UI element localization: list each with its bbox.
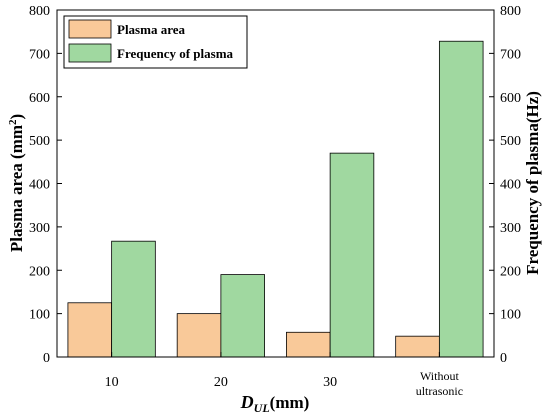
- y-right-tick-label-8: 800: [500, 4, 521, 19]
- y-left-tick-label-6: 600: [29, 91, 50, 106]
- y-right-tick-label-0: 0: [500, 351, 507, 366]
- y-right-tick-label-4: 400: [500, 178, 521, 193]
- y-right-tick-label-1: 100: [500, 308, 521, 323]
- y-left-tick-label-3: 300: [29, 221, 50, 236]
- y-axis-left-title: Plasma area (mm2): [7, 114, 26, 252]
- y-axis-left-title-close: ): [7, 114, 26, 120]
- bar-frequency-1: [220, 274, 265, 358]
- y-left-tick-label-1: 100: [29, 308, 50, 323]
- bar-frequency-3: [438, 40, 484, 358]
- x-tick-label-3-line-0: Without: [420, 369, 460, 383]
- y-axis-left-title-superscript: 2: [7, 119, 19, 125]
- y-left-tick-label-7: 700: [29, 47, 50, 62]
- x-axis-title: DUL(mm): [240, 392, 310, 415]
- y-left-tick-label-2: 200: [29, 264, 50, 279]
- y-left-tick-label-8: 800: [29, 4, 50, 19]
- legend-label-frequency: Frequency of plasma: [117, 46, 234, 61]
- bar-plasma-area-3: [395, 335, 440, 358]
- bar-frequency-0: [111, 240, 156, 358]
- x-tick-label-3-line-1: ultrasonic: [416, 384, 463, 398]
- legend: Plasma area Frequency of plasma: [63, 15, 248, 69]
- x-axis-title-symbol: D: [240, 392, 254, 412]
- y-right-tick-label-5: 500: [500, 134, 521, 149]
- y-axis-right-title: Frequency of plasma(Hz): [523, 91, 542, 275]
- y-right-tick-label-3: 300: [500, 221, 521, 236]
- bar-frequency-2: [329, 152, 375, 358]
- bar-plasma-area-0: [67, 302, 113, 358]
- legend-swatch-frequency: [68, 43, 112, 63]
- y-right-tick-label-2: 200: [500, 264, 521, 279]
- legend-label-plasma-area: Plasma area: [117, 22, 185, 37]
- y-right-tick-label-7: 700: [500, 47, 521, 62]
- y-left-tick-label-0: 0: [43, 351, 50, 366]
- legend-swatch-plasma-area: [68, 19, 112, 39]
- y-left-tick-label-4: 400: [29, 178, 50, 193]
- ticks-group: 0 0 100 100 200 200 300 300 400 400 500 500 600 600 70…: [29, 4, 521, 398]
- y-axis-left-title-text: Plasma area (mm: [7, 125, 26, 252]
- x-tick-label-2: 30: [323, 375, 337, 390]
- x-axis-title-subscript: UL: [254, 401, 270, 415]
- y-left-tick-label-5: 500: [29, 134, 50, 149]
- x-axis-title-unit: (mm): [270, 393, 310, 412]
- bar-plasma-area-2: [286, 331, 331, 358]
- y-right-tick-label-6: 600: [500, 91, 521, 106]
- bars-group: [67, 40, 484, 358]
- bar-plasma-area-1: [176, 313, 222, 358]
- x-tick-label-0: 10: [105, 375, 119, 390]
- x-tick-label-1: 20: [214, 375, 228, 390]
